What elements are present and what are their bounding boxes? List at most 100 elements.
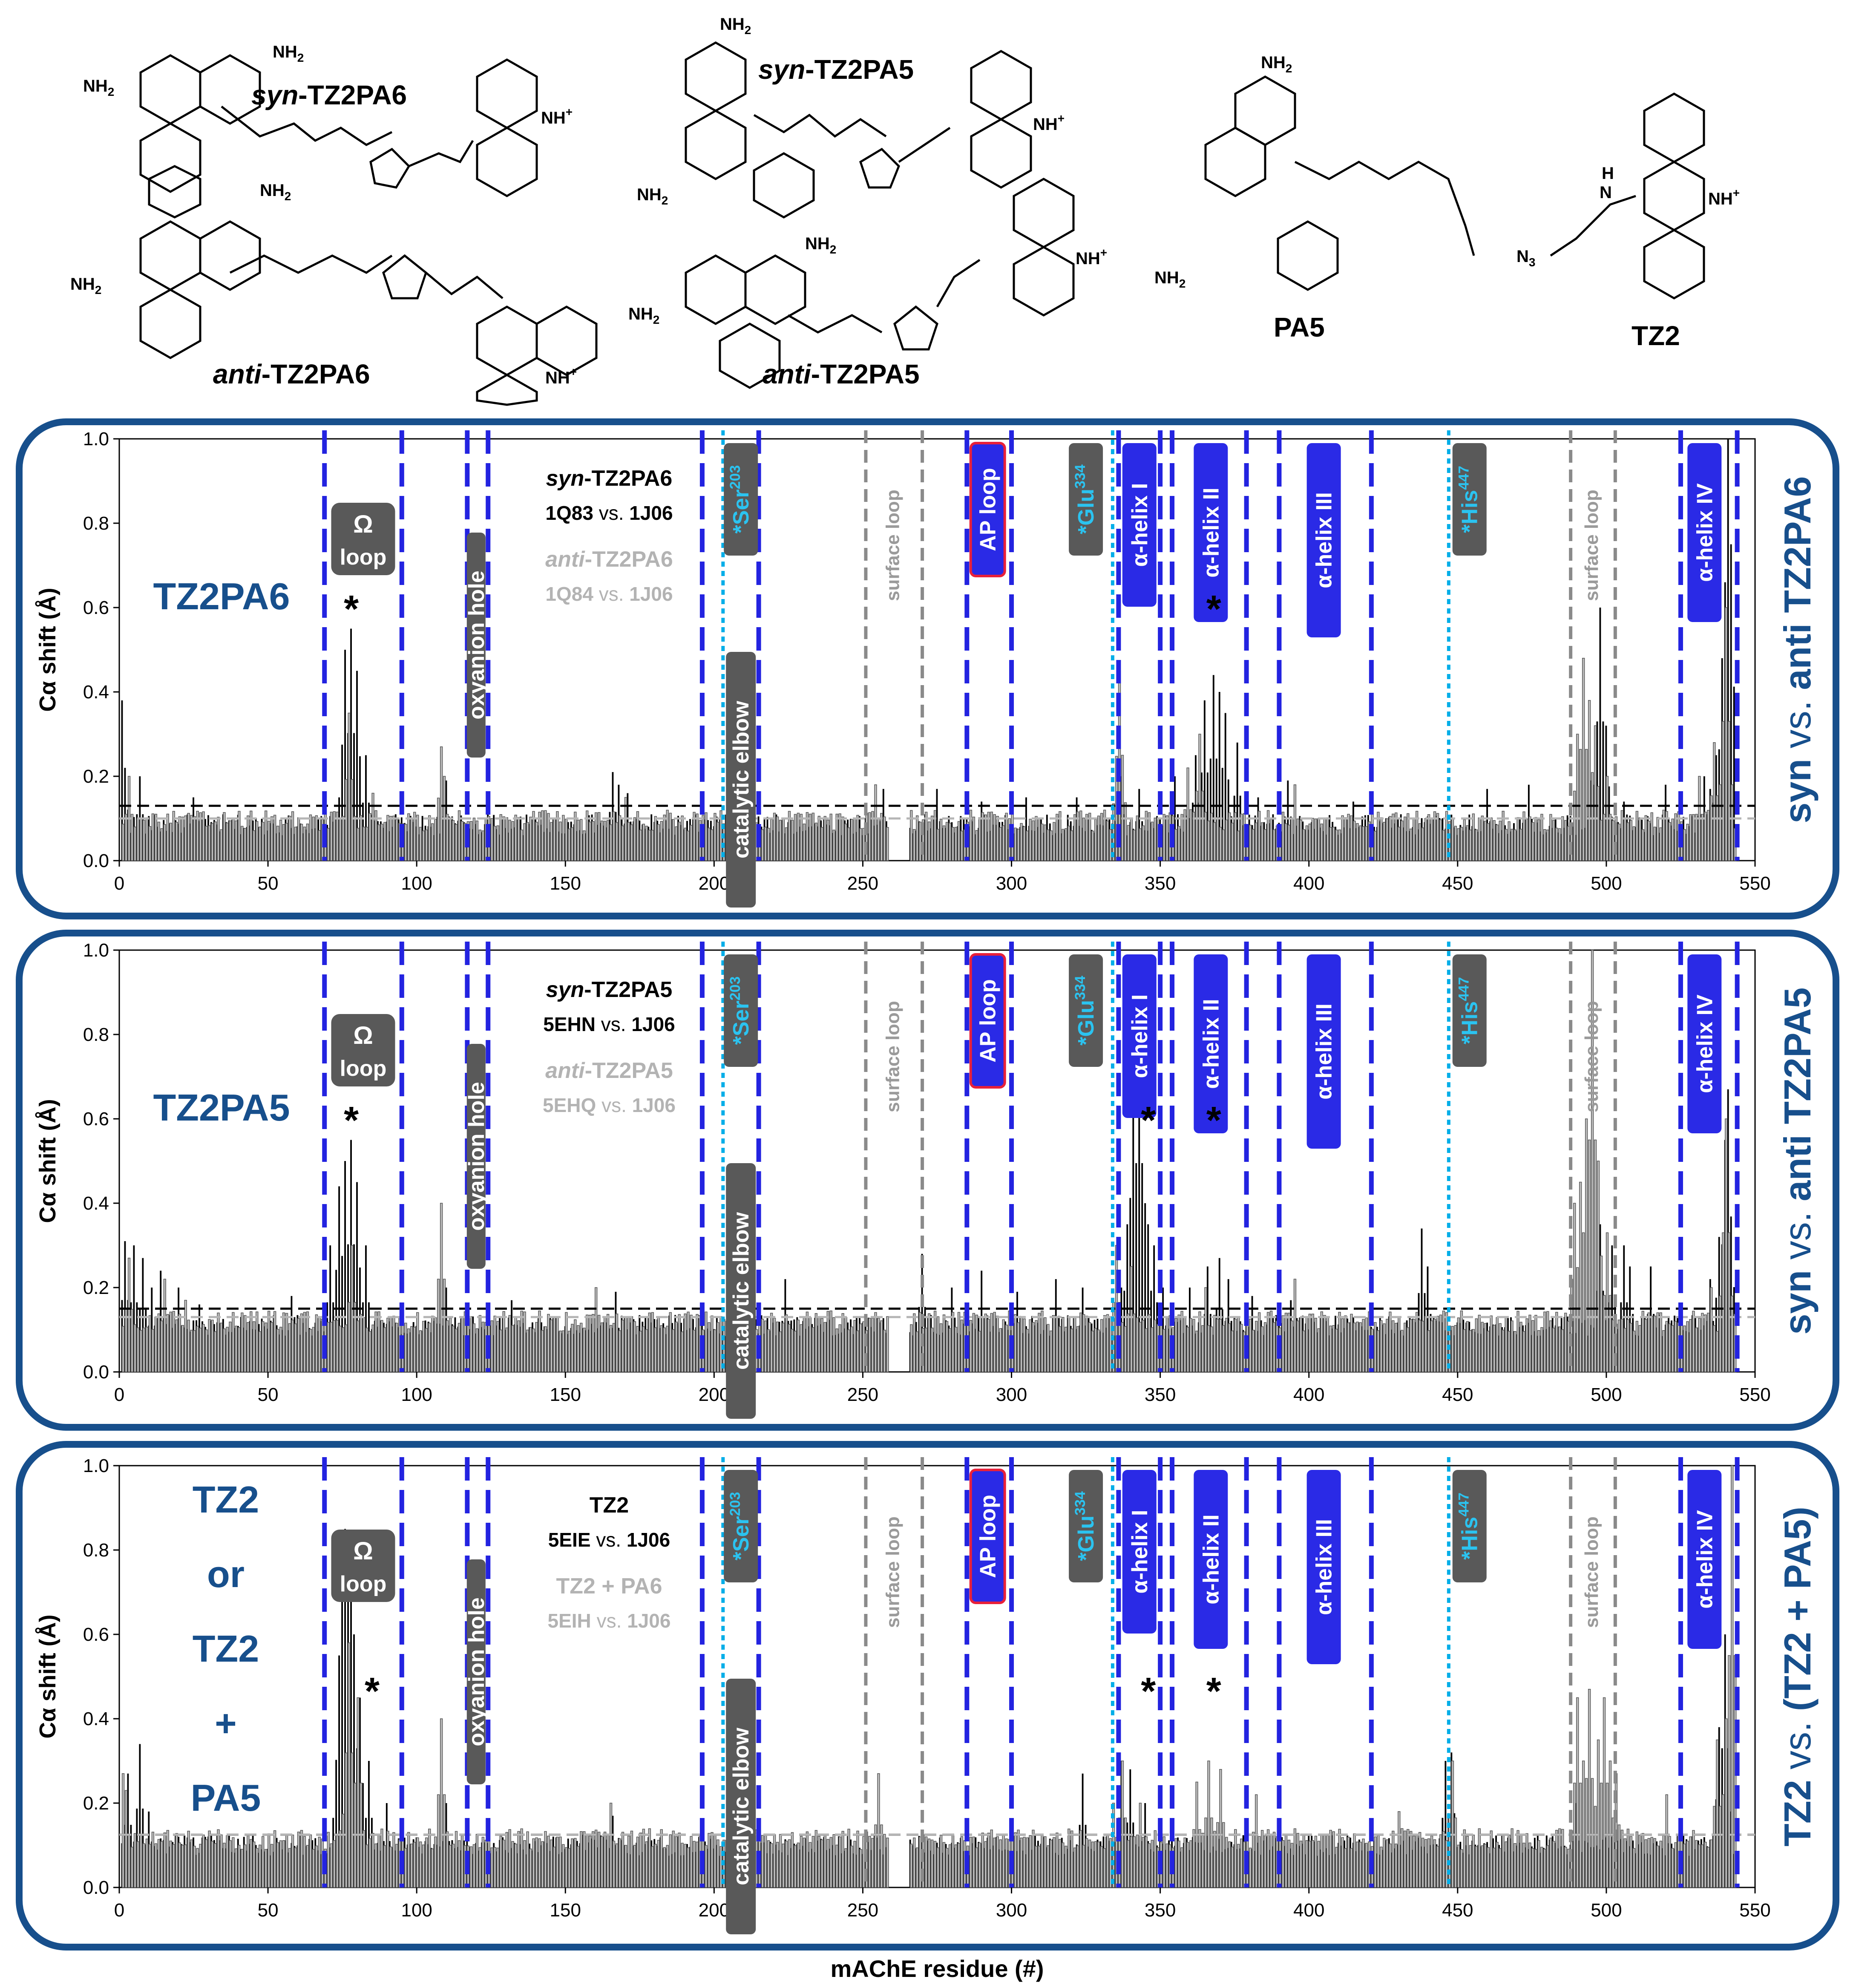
bar — [1415, 1322, 1417, 1372]
bar — [951, 827, 955, 861]
bar — [1492, 829, 1494, 861]
omega-loop-label: loop — [340, 545, 387, 570]
bar — [990, 1313, 993, 1372]
bar — [698, 832, 700, 861]
bar — [1421, 1320, 1424, 1372]
bar — [1365, 1843, 1368, 1888]
bar — [472, 818, 476, 861]
bar — [966, 817, 968, 861]
legend-grey-structures: 5EIH vs. 1J06 — [548, 1610, 671, 1632]
bar — [1076, 1326, 1079, 1372]
bar — [1013, 833, 1015, 861]
bar — [1626, 1829, 1630, 1888]
bar — [1573, 1203, 1576, 1372]
bar — [781, 1321, 783, 1372]
side-label-a: syn — [1776, 748, 1819, 823]
bar — [139, 1744, 141, 1887]
bar — [1406, 831, 1408, 861]
bar — [924, 812, 928, 861]
bar — [1180, 1320, 1182, 1372]
bar — [226, 1327, 229, 1372]
bar — [517, 1325, 518, 1372]
bar — [228, 1331, 230, 1372]
bar — [490, 824, 492, 861]
bar — [267, 1849, 269, 1887]
bar — [597, 824, 599, 861]
bar — [190, 1331, 191, 1372]
bar — [790, 1848, 792, 1887]
bar — [1145, 1328, 1148, 1372]
bar — [1254, 815, 1256, 861]
bar — [1454, 1817, 1457, 1888]
bar — [1641, 1833, 1644, 1888]
bar — [1065, 1846, 1068, 1888]
bar — [806, 1831, 809, 1888]
bar — [1053, 1315, 1056, 1372]
bar — [862, 1854, 863, 1887]
bar — [612, 772, 614, 861]
bar — [1150, 822, 1152, 861]
bar — [1079, 1830, 1082, 1888]
bar — [1358, 1322, 1360, 1372]
bar — [1731, 1465, 1734, 1888]
bar — [400, 1835, 403, 1887]
bar — [1656, 827, 1657, 861]
bar — [555, 1837, 557, 1887]
alpha-helix-1-label-box — [1122, 954, 1157, 1118]
bar — [1225, 1837, 1228, 1888]
bar — [374, 1320, 376, 1372]
bar — [1263, 1322, 1267, 1372]
bar — [1510, 1317, 1512, 1372]
bar — [1469, 1845, 1472, 1888]
bar — [1415, 834, 1417, 861]
bar — [326, 1853, 328, 1887]
bar — [1680, 821, 1683, 861]
bar — [948, 1328, 952, 1372]
bar — [1588, 1688, 1591, 1888]
bar — [760, 1842, 763, 1887]
bar — [1073, 826, 1075, 861]
bar — [246, 1850, 248, 1887]
bar — [1329, 1830, 1332, 1888]
bar — [1213, 1831, 1216, 1888]
bar — [555, 818, 557, 861]
bar — [1665, 811, 1668, 861]
bar — [326, 825, 328, 861]
bar — [1272, 1846, 1274, 1887]
bar — [354, 1783, 357, 1888]
bar — [403, 1838, 406, 1887]
bar — [267, 830, 269, 861]
bar — [645, 1329, 648, 1372]
bar — [368, 1838, 371, 1888]
bar — [1448, 821, 1451, 861]
bar — [577, 1846, 580, 1888]
bar — [262, 1836, 265, 1888]
bar — [683, 1855, 685, 1887]
bar — [808, 827, 810, 861]
bar — [1219, 1319, 1222, 1372]
bar — [1442, 1831, 1445, 1888]
legend-black-pdb: 5EHN — [543, 1013, 601, 1035]
bar — [478, 1315, 482, 1372]
bar — [169, 1315, 171, 1372]
bar — [549, 1851, 551, 1887]
bar — [1504, 825, 1506, 861]
bar — [606, 827, 608, 861]
bar — [699, 1834, 702, 1888]
bar — [241, 826, 244, 861]
bar — [1513, 1331, 1515, 1372]
bar — [1398, 1317, 1401, 1372]
bar — [1522, 1331, 1525, 1372]
x-tick-label: 300 — [996, 1900, 1027, 1921]
bar — [261, 1849, 263, 1887]
bar — [469, 1847, 471, 1887]
bar — [1341, 1845, 1342, 1887]
bar — [1487, 1847, 1490, 1888]
bar — [909, 1839, 911, 1887]
bar — [1514, 1843, 1516, 1888]
bar — [645, 829, 647, 861]
bar — [984, 1841, 987, 1888]
bar — [1531, 1846, 1533, 1887]
bar — [1686, 1321, 1689, 1372]
bar — [455, 1328, 458, 1372]
